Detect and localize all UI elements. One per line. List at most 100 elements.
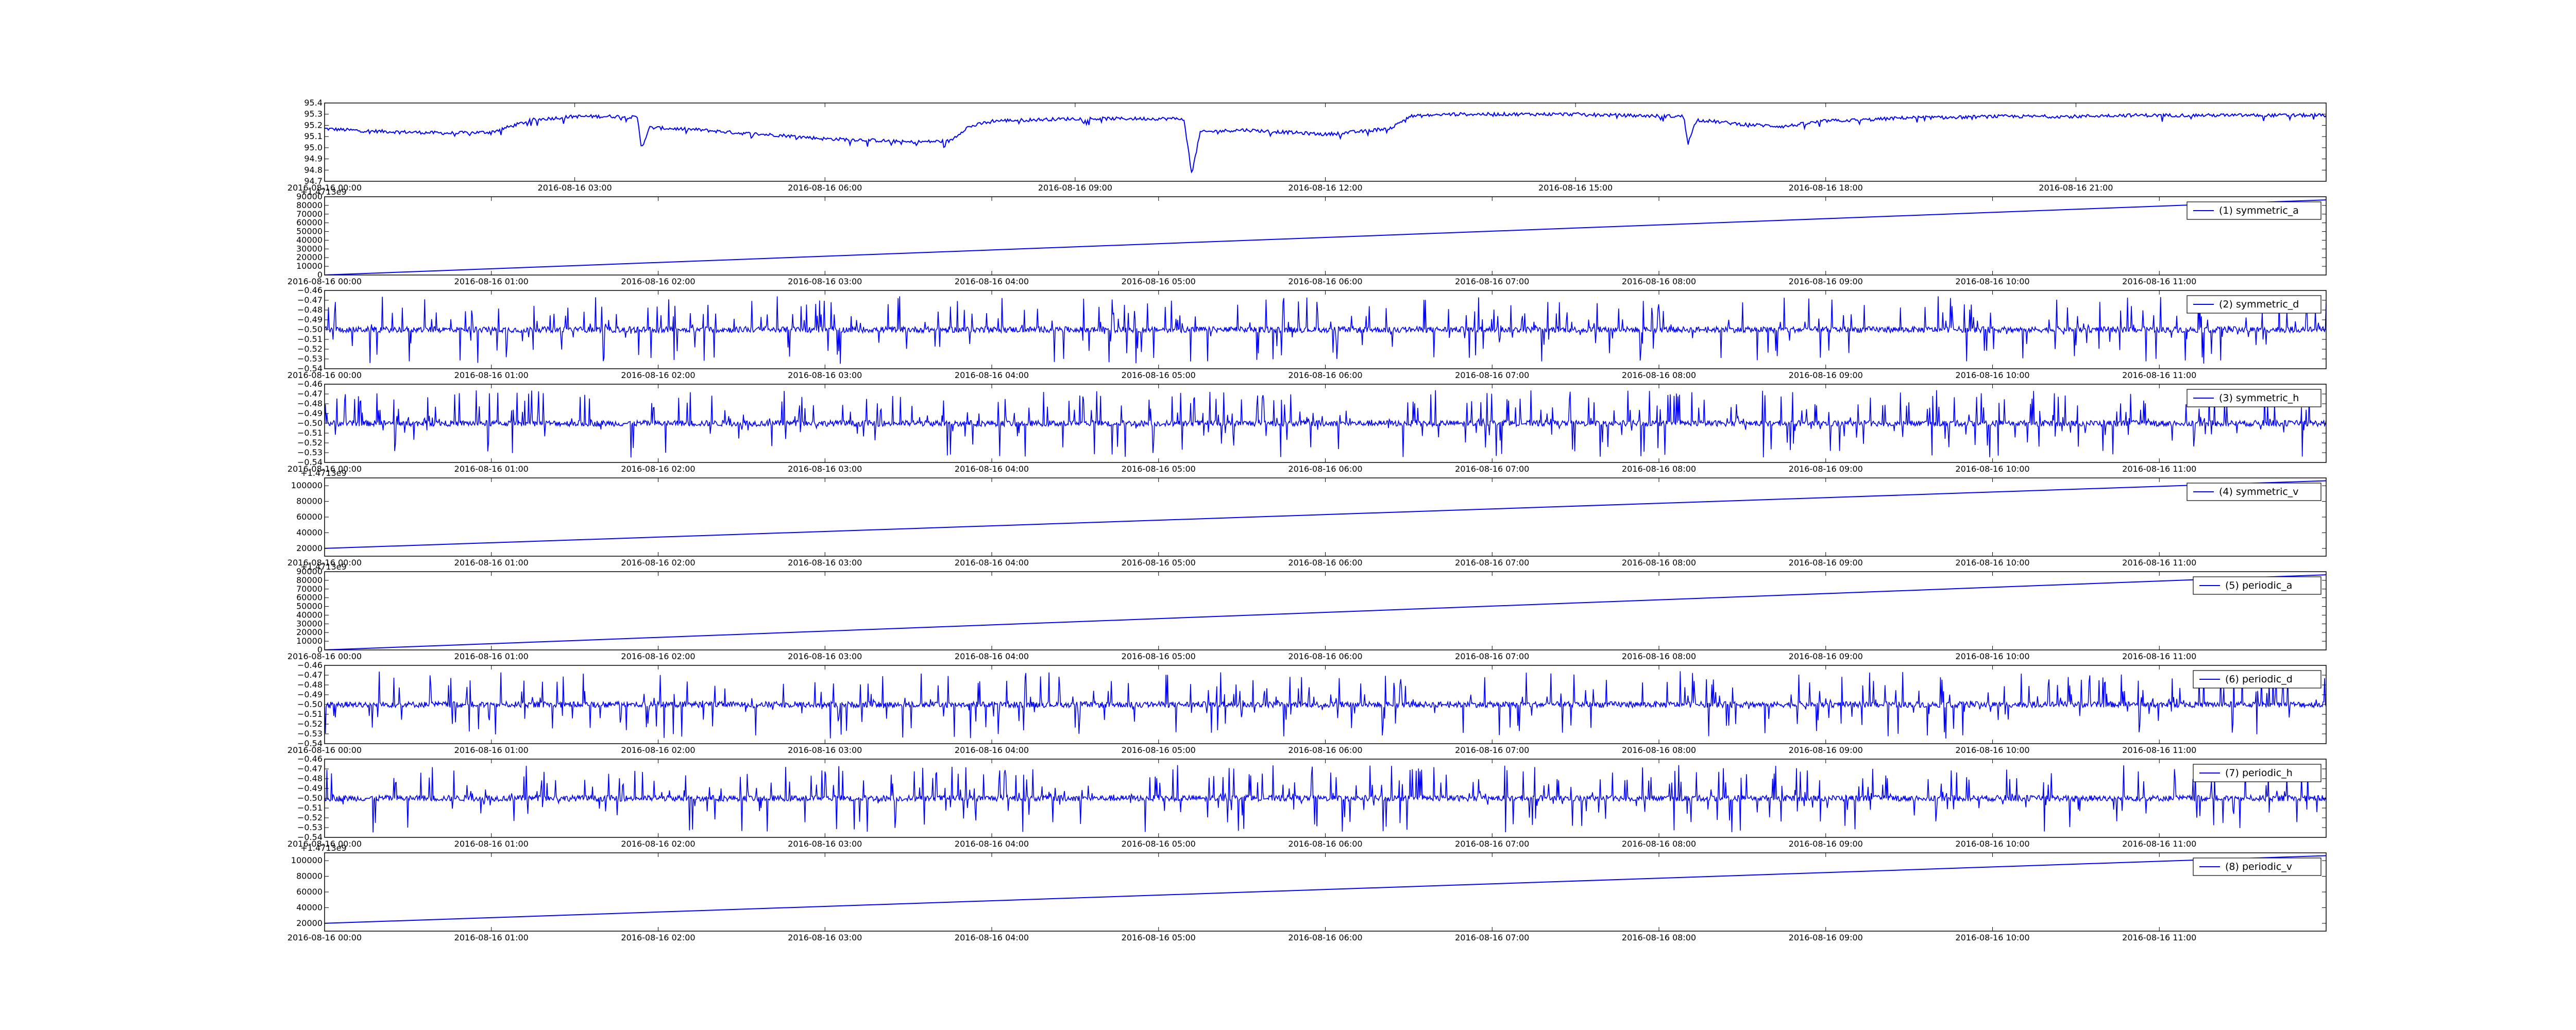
y-tick-label: −0.54: [297, 739, 323, 748]
x-tick-label: 2016-08-16 02:00: [621, 839, 695, 849]
x-tick-label: 2016-08-16 04:00: [955, 745, 1029, 755]
panel-7: −0.46−0.47−0.48−0.49−0.50−0.51−0.52−0.53…: [287, 660, 2327, 755]
x-tick-label: 2016-08-16 04:00: [955, 370, 1029, 380]
axes-frame: [324, 759, 2327, 838]
x-tick-label: 2016-08-16 08:00: [1622, 839, 1696, 849]
y-tick-label: −0.47: [297, 670, 323, 680]
y-tick-label: 94.9: [304, 154, 323, 164]
y-tick-label: −0.48: [297, 399, 323, 408]
y-tick-label: 40000: [296, 527, 323, 537]
x-tick-label: 2016-08-16 00:00: [287, 933, 362, 942]
y-tick-label: −0.49: [297, 783, 323, 793]
y-tick-label: −0.48: [297, 680, 323, 690]
panel-2: 9000080000700006000050000400003000020000…: [287, 187, 2327, 286]
y-tick-label: 50000: [296, 602, 323, 611]
x-tick-label: 2016-08-16 06:00: [1288, 933, 1362, 942]
legend-label: (4) symmetric_v: [2219, 486, 2299, 497]
x-tick-label: 2016-08-16 09:00: [1789, 651, 1863, 661]
x-tick-label: 2016-08-16 06:00: [1288, 745, 1362, 755]
panel-4: −0.46−0.47−0.48−0.49−0.50−0.51−0.52−0.53…: [287, 379, 2327, 474]
x-tick-label: 2016-08-16 06:00: [1288, 839, 1362, 849]
y-tick-label: 0: [317, 645, 323, 655]
x-tick-label: 2016-08-16 00:00: [287, 651, 362, 661]
x-tick-label: 2016-08-16 03:00: [788, 745, 862, 755]
legend: (1) symmetric_a: [2187, 201, 2321, 220]
plot-area: [325, 390, 2326, 458]
x-tick-label: 2016-08-16 18:00: [1789, 183, 1863, 193]
x-tick-label: 2016-08-16 06:00: [1288, 464, 1362, 474]
y-tick-label: −0.50: [297, 324, 323, 334]
x-tick-label: 2016-08-16 02:00: [621, 370, 695, 380]
x-tick-label: 2016-08-16 05:00: [1122, 745, 1196, 755]
x-tick-label: 2016-08-16 11:00: [2122, 558, 2196, 568]
legend-label: (1) symmetric_a: [2219, 205, 2299, 216]
legend-label: (5) periodic_a: [2225, 580, 2292, 591]
y-tick-label: −0.47: [297, 295, 323, 305]
x-tick-label: 2016-08-16 21:00: [2039, 183, 2113, 193]
legend-label: (7) periodic_h: [2225, 767, 2293, 779]
x-tick-label: 2016-08-16 00:00: [287, 370, 362, 380]
series-line: [325, 574, 2326, 650]
x-tick-label: 2016-08-16 05:00: [1122, 839, 1196, 849]
y-tick-label: −0.51: [297, 709, 323, 719]
legend: (6) periodic_d: [2193, 670, 2321, 689]
x-tick-label: 2016-08-16 10:00: [1955, 933, 2029, 942]
y-tick-label: 20000: [296, 252, 323, 262]
x-tick-label: 2016-08-16 01:00: [454, 933, 529, 942]
x-tick-label: 2016-08-16 11:00: [2122, 464, 2196, 474]
x-tick-label: 2016-08-16 06:00: [1288, 370, 1362, 380]
y-tick-label: 20000: [296, 627, 323, 637]
x-tick-label: 2016-08-16 06:00: [1288, 277, 1362, 286]
x-tick-label: 2016-08-16 09:00: [1789, 839, 1863, 849]
x-tick-label: 2016-08-16 09:00: [1038, 183, 1112, 193]
y-tick-label: −0.46: [297, 379, 323, 389]
y-tick-label: −0.52: [297, 438, 323, 448]
x-tick-label: 2016-08-16 03:00: [788, 464, 862, 474]
y-tick-label: −0.46: [297, 285, 323, 295]
series-line: [325, 390, 2326, 458]
x-tick-label: 2016-08-16 00:00: [287, 745, 362, 755]
x-tick-label: 2016-08-16 01:00: [454, 277, 529, 286]
x-tick-label: 2016-08-16 06:00: [1288, 558, 1362, 568]
plot-area: [325, 855, 2326, 924]
x-tick-label: 2016-08-16 08:00: [1622, 277, 1696, 286]
legend-label: (6) periodic_d: [2225, 674, 2293, 685]
y-tick-label: −0.53: [297, 448, 323, 457]
x-tick-label: 2016-08-16 09:00: [1789, 277, 1863, 286]
x-tick-label: 2016-08-16 00:00: [287, 183, 362, 193]
plot-area: [325, 480, 2326, 549]
x-tick-label: 2016-08-16 01:00: [454, 651, 529, 661]
y-tick-label: −0.52: [297, 719, 323, 729]
x-tick-label: 2016-08-16 01:00: [454, 558, 529, 568]
x-tick-label: 2016-08-16 09:00: [1789, 558, 1863, 568]
x-tick-label: 2016-08-16 11:00: [2122, 745, 2196, 755]
x-tick-label: 2016-08-16 07:00: [1455, 933, 1529, 942]
y-tick-label: −0.48: [297, 305, 323, 315]
y-tick-label: −0.52: [297, 344, 323, 354]
y-tick-label: 60000: [296, 218, 323, 228]
y-tick-label: 50000: [296, 227, 323, 236]
y-tick-label: 70000: [296, 209, 323, 219]
legend-label: (2) symmetric_d: [2219, 299, 2299, 310]
series-line: [325, 671, 2326, 739]
x-tick-label: 2016-08-16 08:00: [1622, 933, 1696, 942]
y-tick-label: 60000: [296, 512, 323, 522]
y-tick-label: 0: [317, 270, 323, 280]
y-tick-label: −0.50: [297, 699, 323, 709]
x-tick-label: 2016-08-16 00:00: [287, 558, 362, 568]
y-tick-label: 70000: [296, 584, 323, 594]
x-tick-label: 2016-08-16 04:00: [955, 277, 1029, 286]
x-tick-label: 2016-08-16 03:00: [788, 839, 862, 849]
x-tick-label: 2016-08-16 01:00: [454, 839, 529, 849]
x-tick-label: 2016-08-16 00:00: [287, 464, 362, 474]
x-tick-label: 2016-08-16 10:00: [1955, 370, 2029, 380]
x-tick-label: 2016-08-16 10:00: [1955, 558, 2029, 568]
y-tick-label: −0.54: [297, 832, 323, 842]
x-tick-label: 2016-08-16 03:00: [788, 933, 862, 942]
y-tick-label: −0.49: [297, 315, 323, 324]
x-tick-label: 2016-08-16 07:00: [1455, 558, 1529, 568]
y-tick-label: 95.3: [304, 109, 323, 119]
x-tick-label: 2016-08-16 08:00: [1622, 464, 1696, 474]
y-tick-label: 40000: [296, 235, 323, 245]
x-tick-label: 2016-08-16 06:00: [1288, 651, 1362, 661]
